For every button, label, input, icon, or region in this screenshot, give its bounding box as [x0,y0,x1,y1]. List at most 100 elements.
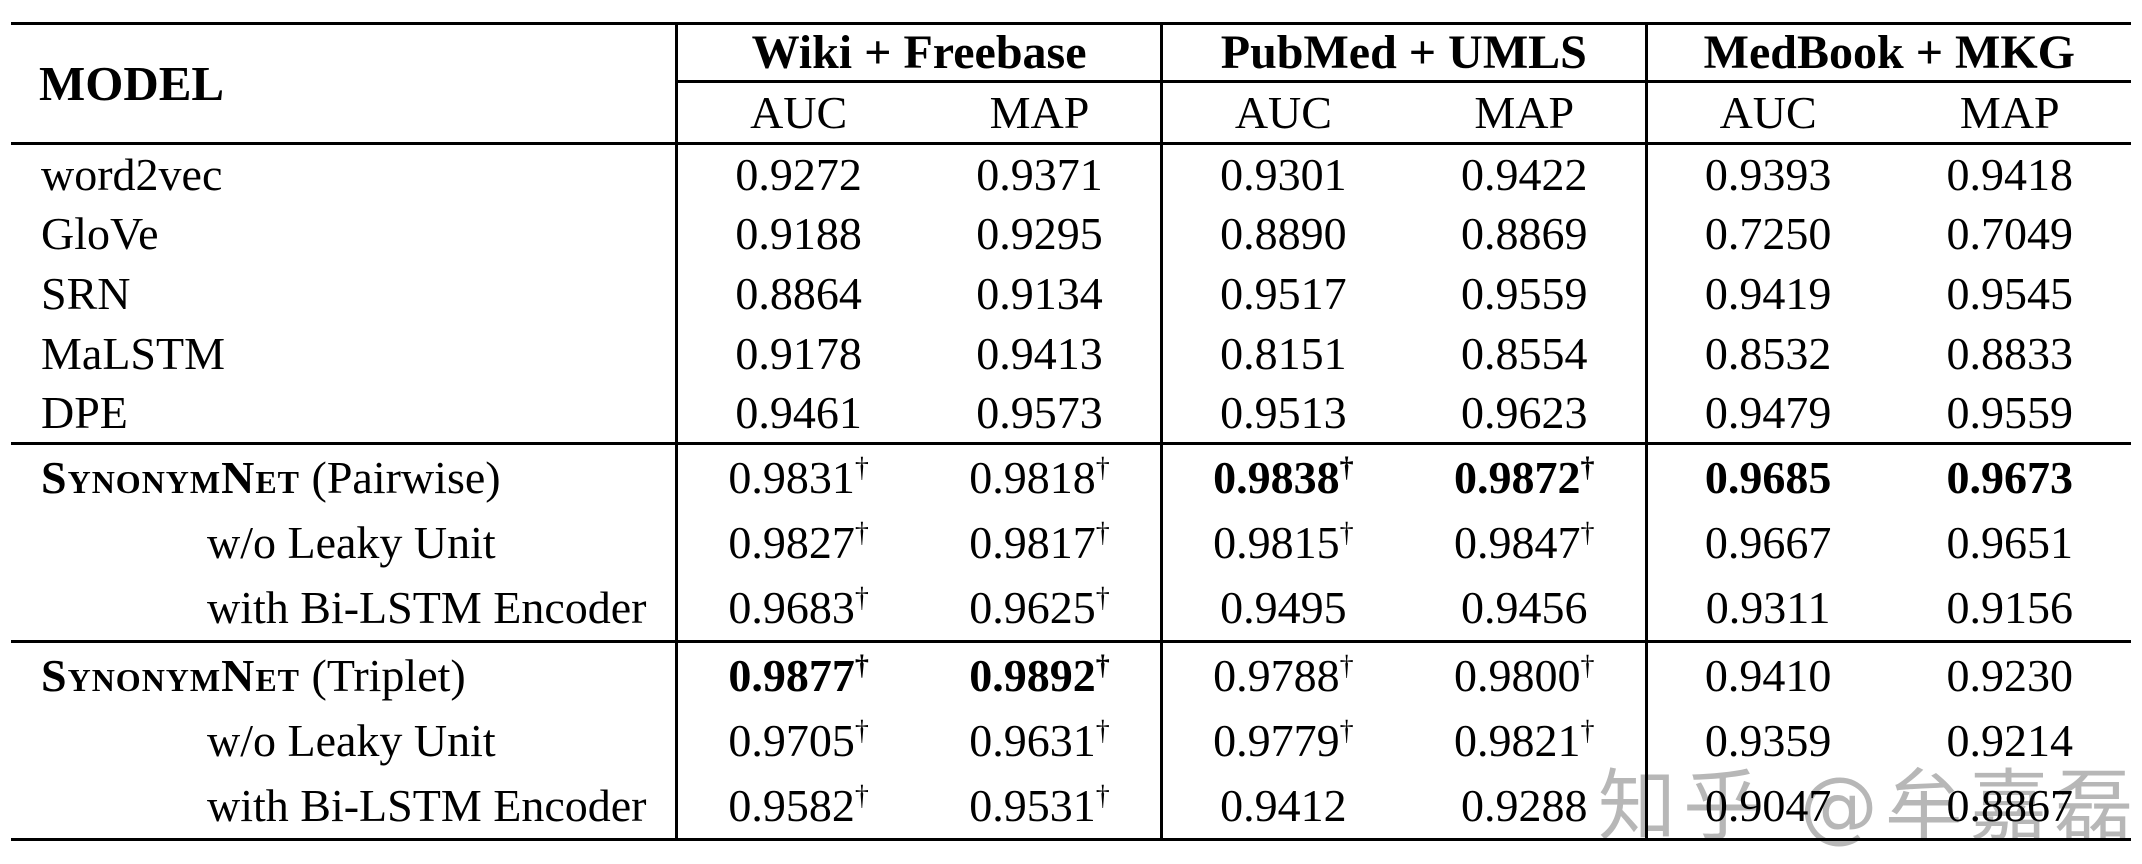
table-row: MaLSTM 0.9178 0.9413 0.8151 0.8554 0.853… [11,323,2131,384]
metric-value: 0.9311 [1644,575,1889,643]
dataset-header-wiki-freebase: Wiki + Freebase [675,23,1162,83]
metric-header-map: MAP [1403,81,1647,145]
table-row-synonymnet-triplet: SynonymNet (Triplet) 0.9877† 0.9892† 0.9… [11,641,2131,708]
metric-value: 0.9513 [1159,383,1404,445]
metric-value: 0.9418 [1946,148,2074,200]
metric-value: 0.9559 [1461,268,1588,319]
model-name: SynonymNet (Triplet) [41,649,466,701]
header-row-metrics: AUC MAP AUC MAP AUC MAP [11,81,2131,145]
metric-value: 0.9788† [1159,641,1404,708]
metric-value: 0.9134 [976,268,1103,319]
metric-value: 0.9831† [675,443,920,510]
metric-value: 0.9877† [675,641,920,708]
metric-value: 0.7049 [1946,208,2074,259]
metric-value: 0.9410 [1644,641,1889,708]
table-row: DPE 0.9461 0.9573 0.9513 0.9623 0.9479 0… [11,383,2131,445]
page: 知乎 @牟嘉磊 MODEL Wiki + Freebase PubMed + U… [0,22,2142,864]
model-name: SRN [41,268,131,319]
model-name: word2vec [41,148,223,200]
metric-value: 0.9573 [919,383,1162,445]
metric-value: 0.9156 [1888,575,2131,643]
metric-value: 0.8890 [1159,203,1404,264]
metric-value: 0.8869 [1461,208,1588,259]
table-row: GloVe 0.9188 0.9295 0.8890 0.8869 0.7250… [11,203,2131,264]
metric-value: 0.8554 [1461,328,1588,379]
metric-value: 0.8833 [1946,328,2074,379]
metric-value: 0.9651 [1946,517,2074,568]
metric-value: 0.9479 [1644,383,1889,445]
metric-value: 0.9847† [1454,517,1595,568]
metric-value: 0.9625† [919,575,1162,643]
results-table: MODEL Wiki + Freebase PubMed + UMLS MedB… [11,22,2131,841]
metric-value: 0.9413 [976,328,1103,379]
metric-value: 0.9815† [1159,509,1404,576]
metric-value: 0.9872† [1454,451,1595,503]
table-row: SRN 0.8864 0.9134 0.9517 0.9559 0.9419 0… [11,263,2131,324]
model-name: with Bi-LSTM Encoder [11,773,677,841]
metric-value: 0.9582† [675,773,920,841]
metric-value: 0.9667 [1644,509,1889,576]
model-name: w/o Leaky Unit [207,715,496,766]
metric-value: 0.9683† [675,575,920,643]
model-name: with Bi-LSTM Encoder [11,575,677,643]
metric-value: 0.9461 [675,383,920,445]
metric-value: 0.9631† [969,715,1110,766]
table-row: w/o Leaky Unit 0.9827† 0.9817† 0.9815† 0… [11,509,2131,576]
metric-value: 0.9393 [1644,143,1889,204]
metric-value: 0.9301 [1159,143,1404,204]
metric-value: 0.9295 [976,208,1103,259]
metric-value: 0.9422 [1461,148,1588,200]
table-row: with Bi-LSTM Encoder 0.9582† 0.9531† 0.9… [11,773,2131,841]
metric-value: 0.9838† [1159,443,1404,510]
model-column-header: MODEL [11,23,677,145]
metric-value: 0.9779† [1159,707,1404,774]
metric-value: 0.9800† [1454,649,1595,701]
dataset-header-pubmed-umls: PubMed + UMLS [1159,23,1647,83]
metric-value: 0.9821† [1454,715,1595,766]
metric-value: 0.9456 [1403,575,1647,643]
metric-value: 0.9495 [1159,575,1404,643]
table-row: with Bi-LSTM Encoder 0.9683† 0.9625† 0.9… [11,575,2131,643]
metric-value: 0.9047 [1644,773,1889,841]
metric-value: 0.9419 [1644,263,1889,324]
metric-value: 0.9685 [1644,443,1889,510]
dataset-header-medbook-mkg: MedBook + MKG [1644,23,2131,83]
metric-value: 0.9288 [1403,773,1647,841]
metric-value: 0.9412 [1159,773,1404,841]
metric-header-auc: AUC [1159,81,1404,145]
metric-value: 0.9817† [969,517,1110,568]
metric-header-map: MAP [919,81,1162,145]
metric-value: 0.9517 [1159,263,1404,324]
metric-value: 0.9371 [976,148,1103,200]
metric-value: 0.8532 [1644,323,1889,384]
metric-value: 0.9178 [675,323,920,384]
metric-value: 0.7250 [1644,203,1889,264]
metric-value: 0.9705† [675,707,920,774]
table-row-synonymnet-pairwise: SynonymNet (Pairwise) 0.9831† 0.9818† 0.… [11,443,2131,510]
metric-value: 0.9818† [969,451,1110,503]
model-name: SynonymNet (Pairwise) [41,451,501,503]
model-name: MaLSTM [41,328,225,379]
metric-value: 0.9188 [675,203,920,264]
metric-value: 0.9359 [1644,707,1889,774]
metric-value: 0.8864 [675,263,920,324]
model-name: GloVe [41,208,159,259]
metric-value: 0.8151 [1159,323,1404,384]
metric-value: 0.9230 [1946,649,2074,701]
model-name: w/o Leaky Unit [207,517,496,568]
metric-value: 0.8867 [1888,773,2131,841]
metric-value: 0.9214 [1946,715,2074,766]
metric-value: 0.9673 [1946,451,2074,503]
table-row: word2vec 0.9272 0.9371 0.9301 0.9422 0.9… [11,143,2131,204]
metric-value: 0.9827† [675,509,920,576]
metric-value: 0.9559 [1888,383,2131,445]
header-row-datasets: MODEL Wiki + Freebase PubMed + UMLS MedB… [11,23,2131,145]
metric-header-auc: AUC [675,81,920,145]
metric-header-map: MAP [1888,81,2131,145]
metric-header-auc: AUC [1644,81,1889,145]
metric-value: 0.9545 [1946,268,2074,319]
table-row: w/o Leaky Unit 0.9705† 0.9631† 0.9779† 0… [11,707,2131,774]
metric-value: 0.9272 [675,143,920,204]
metric-value: 0.9892† [969,649,1110,701]
metric-value: 0.9623 [1403,383,1647,445]
